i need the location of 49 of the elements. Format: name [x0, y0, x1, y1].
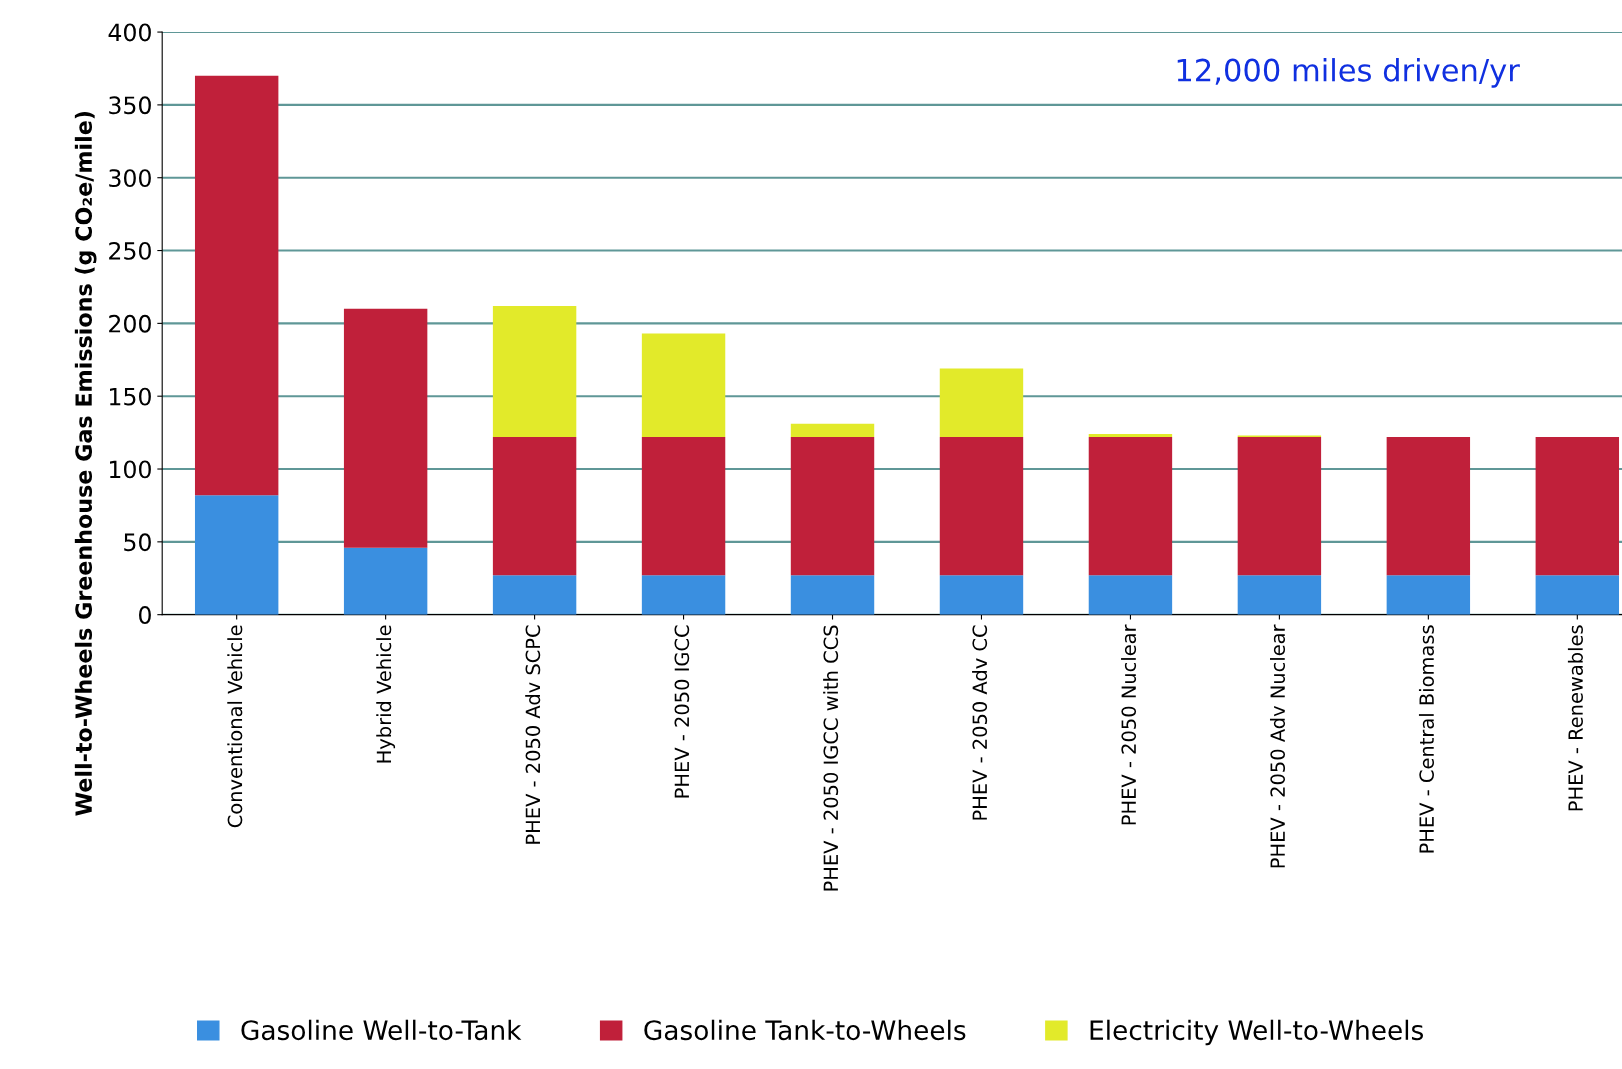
bar: [1535, 436, 1620, 576]
x-tick-label: PHEV - 2050 Adv Nuclear: [1269, 624, 1286, 868]
bar: [1535, 575, 1620, 615]
x-tick-label: PHEV - 2050 IGCC: [674, 625, 690, 798]
y-tick-label: 300: [109, 169, 151, 188]
y-tick-label: 0: [139, 606, 151, 624]
bar: [1237, 575, 1322, 615]
bar: [1386, 575, 1471, 615]
bar: [790, 575, 875, 615]
bar: [492, 305, 577, 437]
x-tick-label: PHEV - 2050 Nuclear: [1121, 624, 1137, 825]
bar: [939, 368, 1024, 437]
legend-label: Gasoline Well-to-Tank: [241, 1019, 522, 1041]
y-tick-label: 200: [109, 314, 151, 333]
bar: [790, 436, 875, 576]
x-tick-label: Hybrid Vehicle: [376, 625, 396, 763]
bar: [1237, 436, 1322, 576]
bar: [343, 547, 428, 615]
bar: [939, 575, 1024, 615]
y-tick-label: 350: [109, 96, 151, 115]
bar: [343, 308, 428, 548]
y-tick-label: 150: [110, 387, 151, 406]
bar: [492, 436, 577, 576]
bar: [1088, 436, 1173, 576]
x-tick-label: PHEV - 2050 Adv CC: [972, 625, 988, 820]
x-tick-label: Conventional Vehicle: [227, 625, 243, 828]
y-axis-title: Well-to-Wheels Greenhouse Gas Emissions (g CO₂e/mile): [74, 111, 97, 816]
bar: [194, 495, 279, 615]
bar: [492, 575, 577, 615]
bar: [641, 333, 726, 437]
x-tick-label: PHEV - 2050 Adv SCPC: [525, 625, 541, 844]
y-tick-label: 250: [109, 241, 151, 260]
y-tick-label: 50: [124, 533, 151, 552]
x-tick-label: PHEV - 2050 IGCC with CCS: [823, 625, 839, 891]
bar: [194, 75, 279, 496]
x-tick-label: PHEV - Renewables: [1567, 625, 1583, 811]
bar: [939, 436, 1024, 576]
bar: [641, 575, 726, 615]
legend-label: Gasoline Tank-to-Wheels: [644, 1019, 966, 1041]
bar: [1088, 434, 1173, 437]
x-tick-label: PHEV - Central Biomass: [1418, 625, 1434, 853]
y-tick-label: 100: [110, 460, 151, 479]
annotation: 12,000 miles driven/yr: [1177, 58, 1520, 88]
bar: [641, 436, 726, 576]
bar: [790, 423, 875, 437]
bar: [1088, 575, 1173, 615]
legend-label: Electricity Well-to-Wheels: [1090, 1019, 1423, 1046]
bar: [1386, 436, 1471, 576]
y-tick-label: 400: [108, 23, 151, 42]
